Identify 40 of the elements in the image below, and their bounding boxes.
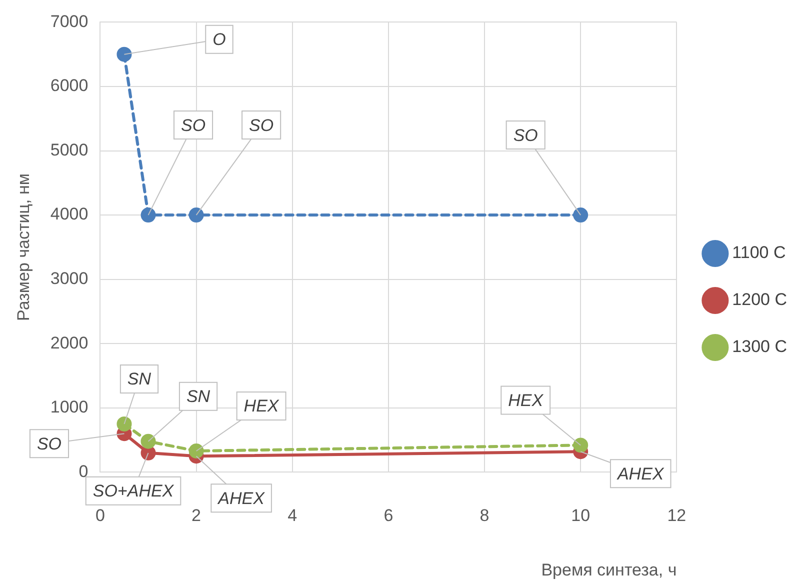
annotation: SN (186, 387, 211, 406)
annotation: HEX (244, 396, 280, 416)
point (116, 416, 132, 432)
point (188, 208, 204, 223)
y-tick-label: 7000 (50, 12, 88, 31)
y-tick-label: 0 (78, 462, 88, 481)
annotation: HEX (508, 390, 544, 410)
point (573, 208, 588, 223)
x-tick-label: 6 (384, 506, 394, 526)
x-axis-title: Время синтеза, ч (541, 560, 677, 580)
y-axis-title: Размер частиц, нм (14, 173, 33, 321)
annotation: SN (127, 370, 152, 389)
y-tick-label: 4000 (50, 204, 88, 224)
annotation: SO (513, 126, 538, 145)
annotation: SO (249, 116, 274, 135)
annotation: O (212, 30, 226, 50)
point (573, 438, 588, 453)
y-tick-label: 6000 (50, 76, 88, 96)
x-tick-label: 8 (480, 506, 490, 526)
annotation: AHEX (217, 488, 266, 508)
x-tick-label: 12 (667, 506, 686, 526)
annotation: SO+AHEX (92, 482, 174, 501)
point (140, 434, 156, 449)
annotation: SO (180, 116, 206, 135)
y-tick-label: 1000 (50, 398, 88, 417)
annotation: SO (36, 434, 62, 454)
legend-label: 1200 C (732, 290, 788, 310)
y-tick-label: 2000 (50, 333, 88, 352)
point (140, 208, 156, 223)
x-tick-label: 2 (192, 506, 202, 526)
y-tick-label: 3000 (50, 269, 88, 288)
point (116, 46, 132, 62)
annotation: AHEX (616, 464, 664, 484)
point (188, 443, 204, 458)
x-tick-label: 4 (288, 506, 298, 526)
x-tick-label: 0 (95, 506, 105, 526)
y-tick-label: 5000 (50, 140, 88, 160)
legend-label: 1300 C (732, 337, 788, 356)
legend-label: 1100 C (732, 243, 786, 262)
x-tick-label: 10 (571, 506, 590, 526)
